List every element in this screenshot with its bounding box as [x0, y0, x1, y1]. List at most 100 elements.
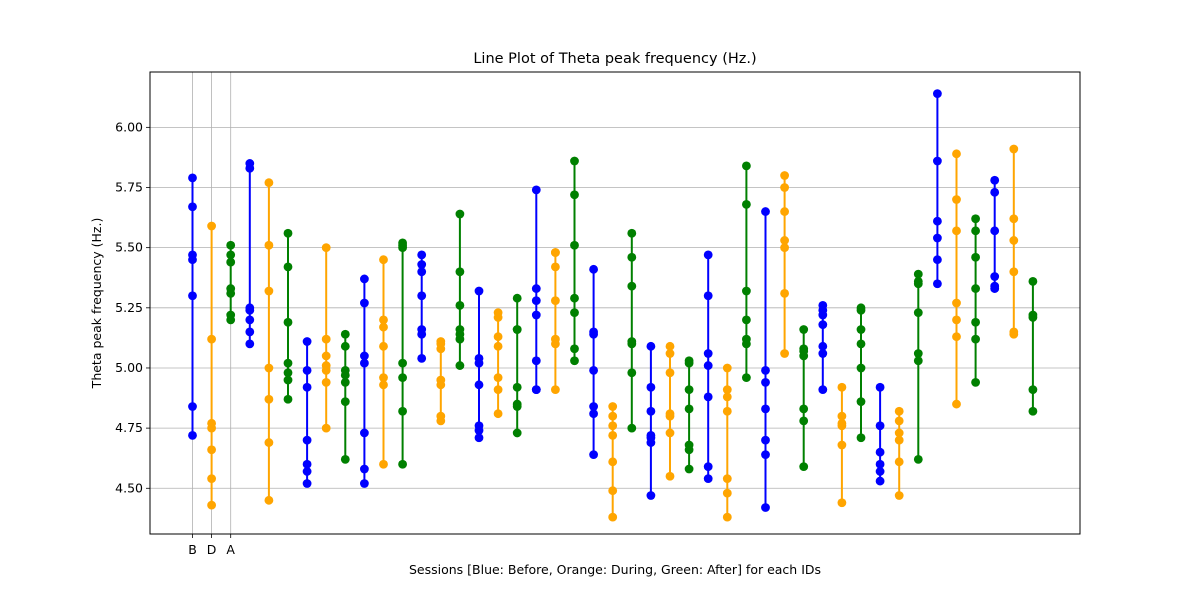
data-point: [875, 459, 885, 469]
data-point: [933, 216, 942, 226]
x-tick-label: D: [207, 542, 217, 557]
data-point: [398, 406, 407, 416]
data-point: [856, 397, 866, 407]
data-point: [608, 402, 618, 411]
data-point: [933, 89, 942, 99]
data-point: [1028, 406, 1038, 416]
data-point: [245, 159, 255, 168]
data-point: [971, 334, 980, 344]
series-before-15: [474, 286, 484, 443]
data-point: [818, 301, 828, 310]
series-after-29: [742, 161, 751, 382]
series-before-24: [646, 341, 656, 500]
data-point: [531, 296, 541, 305]
data-point: [493, 373, 503, 382]
data-point: [321, 378, 331, 387]
data-point: [875, 382, 885, 392]
data-point: [493, 308, 503, 318]
data-point: [780, 288, 789, 298]
data-point: [570, 344, 579, 354]
series-before-42: [990, 175, 1000, 293]
data-point: [512, 399, 522, 409]
series-before-12: [417, 250, 427, 363]
data-point: [302, 337, 312, 346]
series-during-16: [493, 308, 503, 419]
data-point: [742, 373, 751, 382]
data-point: [780, 349, 789, 358]
data-point: [226, 284, 236, 293]
data-point: [1009, 267, 1019, 277]
data-point: [608, 430, 618, 440]
series-during-1: [207, 221, 217, 510]
data-point: [398, 358, 407, 368]
data-point: [589, 327, 598, 337]
series-during-28: [722, 363, 732, 522]
data-point: [379, 459, 388, 469]
data-point: [264, 363, 274, 373]
data-point: [1009, 144, 1019, 154]
data-point: [933, 255, 942, 265]
data-point: [665, 368, 675, 378]
series-during-37: [894, 406, 904, 500]
series-after-44: [1028, 276, 1038, 416]
data-point: [742, 286, 751, 296]
chart-title: Line Plot of Theta peak frequency (Hz.): [473, 51, 756, 67]
data-point: [512, 325, 522, 334]
data-point: [971, 214, 980, 224]
data-point: [722, 392, 732, 402]
data-point: [264, 495, 274, 505]
series-after-35: [856, 303, 866, 443]
data-point: [952, 226, 961, 236]
data-point: [780, 207, 789, 216]
plot-frame: [149, 71, 1081, 535]
data-point: [780, 243, 789, 253]
data-point: [360, 274, 369, 284]
series-after-2: [226, 240, 236, 325]
data-point: [360, 351, 369, 361]
data-point: [188, 291, 197, 301]
data-point: [608, 486, 618, 496]
data-point: [703, 349, 713, 358]
series-during-43: [1009, 144, 1019, 339]
data-point: [417, 353, 427, 363]
data-point: [971, 378, 980, 387]
data-point: [627, 228, 637, 238]
data-point: [570, 293, 579, 303]
data-point: [283, 228, 293, 238]
data-point: [990, 187, 1000, 197]
data-point: [933, 233, 942, 243]
data-point: [589, 264, 598, 274]
data-point: [321, 243, 331, 253]
data-point: [990, 281, 1000, 291]
data-point: [283, 394, 293, 404]
data-point: [531, 185, 541, 195]
data-point: [703, 474, 713, 484]
series-during-19: [551, 248, 560, 395]
data-point: [856, 363, 866, 373]
data-point: [207, 418, 217, 428]
data-point: [742, 199, 751, 209]
data-point: [780, 236, 789, 245]
data-point: [417, 291, 427, 301]
series-after-8: [340, 329, 350, 464]
data-point: [245, 315, 255, 325]
data-point: [875, 447, 885, 457]
data-point: [875, 476, 885, 486]
data-point: [283, 262, 293, 272]
data-point: [264, 240, 274, 250]
data-point: [474, 380, 484, 390]
data-point: [379, 380, 388, 390]
data-point: [837, 418, 847, 428]
data-point: [226, 240, 236, 250]
data-point: [818, 349, 828, 358]
data-point: [455, 301, 465, 310]
x-tick-label: A: [226, 542, 235, 557]
data-point: [360, 464, 369, 474]
data-point: [952, 399, 961, 409]
data-point: [302, 435, 312, 445]
data-point: [589, 450, 598, 459]
series-during-10: [379, 255, 388, 469]
data-point: [875, 421, 885, 431]
data-point: [971, 284, 980, 293]
data-point: [627, 252, 637, 262]
